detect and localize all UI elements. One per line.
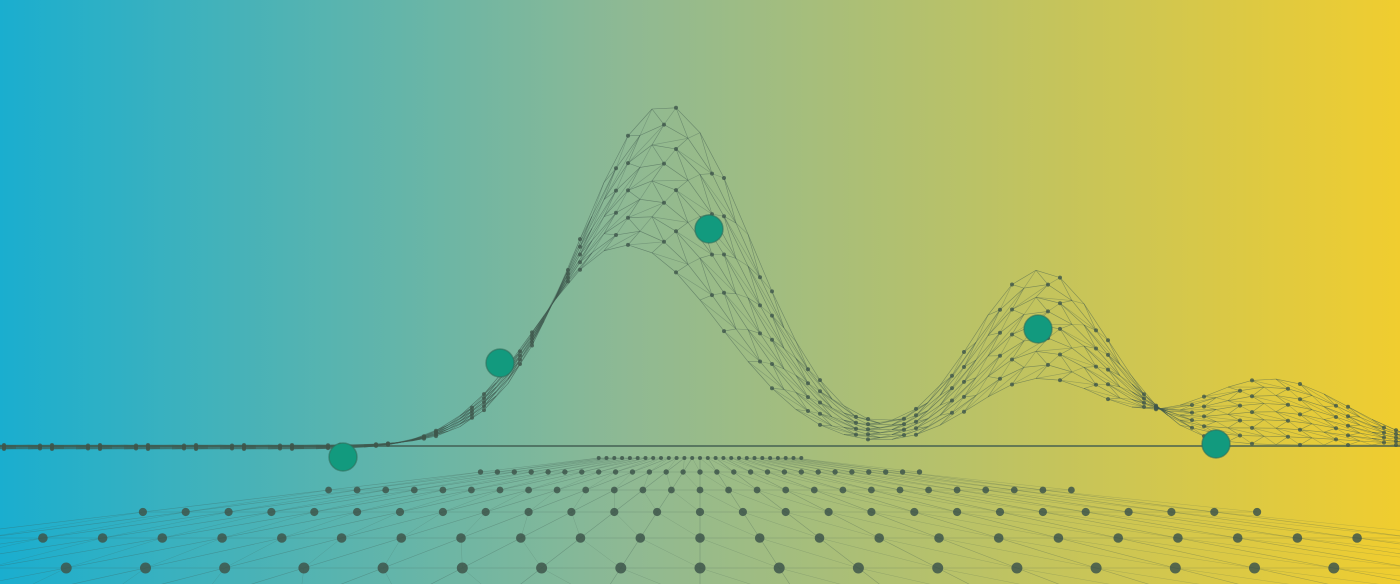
highlight-node xyxy=(1023,314,1053,344)
wireframe-mesh-lines xyxy=(0,107,1400,450)
highlight-nodes xyxy=(328,214,1231,472)
perspective-floor-grid xyxy=(0,456,1400,584)
highlight-node xyxy=(1201,429,1231,459)
highlight-node xyxy=(694,214,724,244)
wireframe-mesh-nodes xyxy=(2,105,1398,451)
highlight-node xyxy=(328,442,358,472)
highlight-node xyxy=(485,348,515,378)
